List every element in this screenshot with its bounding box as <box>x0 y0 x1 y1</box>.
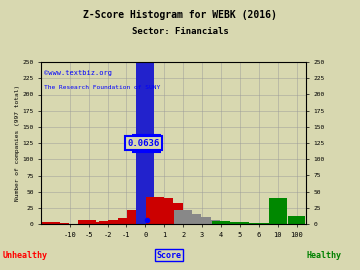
Text: Sector: Financials: Sector: Financials <box>132 26 228 36</box>
Text: Unhealthy: Unhealthy <box>3 251 48 260</box>
Bar <box>108 220 126 224</box>
Text: ©www.textbiz.org: ©www.textbiz.org <box>44 70 112 76</box>
Bar <box>231 222 249 224</box>
Bar <box>93 222 110 224</box>
Bar <box>118 218 135 224</box>
Bar <box>203 220 220 224</box>
Bar <box>221 221 239 224</box>
Bar <box>269 198 287 224</box>
Text: The Research Foundation of SUNY: The Research Foundation of SUNY <box>44 85 160 90</box>
Bar <box>136 63 154 224</box>
Bar <box>156 198 173 224</box>
Y-axis label: Number of companies (997 total): Number of companies (997 total) <box>15 85 20 201</box>
Bar <box>99 221 116 224</box>
Bar <box>165 203 183 224</box>
Bar <box>86 223 104 224</box>
Text: 0.0636: 0.0636 <box>127 139 160 148</box>
Bar <box>288 216 305 224</box>
Bar <box>240 223 258 224</box>
Bar <box>42 222 60 224</box>
Text: Score: Score <box>157 251 182 260</box>
Bar <box>83 223 101 224</box>
Bar <box>184 214 202 224</box>
Bar <box>78 220 96 224</box>
Bar <box>95 222 113 224</box>
Bar <box>193 217 211 224</box>
Bar <box>250 223 267 224</box>
Text: Z-Score Histogram for WEBK (2016): Z-Score Histogram for WEBK (2016) <box>83 10 277 20</box>
Bar <box>80 222 98 224</box>
Bar <box>127 210 145 224</box>
Bar <box>212 221 230 224</box>
Bar <box>146 197 164 224</box>
Bar <box>89 223 107 224</box>
Bar <box>174 210 192 224</box>
Text: Healthy: Healthy <box>306 251 342 260</box>
